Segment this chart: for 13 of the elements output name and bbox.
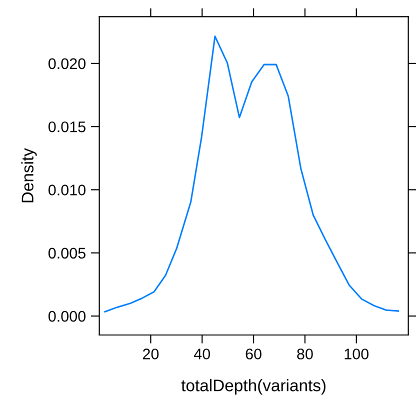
x-tick-label: 80	[297, 348, 313, 360]
y-tick-label: 0.010	[48, 184, 86, 196]
line-series	[104, 36, 400, 313]
y-tick-label: 0.000	[48, 310, 86, 322]
x-tick-label: 20	[142, 348, 159, 360]
y-tick-label: 0.020	[48, 58, 86, 70]
x-tick-label: 60	[246, 348, 262, 360]
x-tick-label: 100	[344, 348, 369, 360]
x-tick-label: 40	[194, 348, 210, 360]
y-tick-label: 0.015	[48, 121, 86, 132]
x-axis-title: totalDepth(variants)	[181, 379, 326, 395]
y-axis-title: Density	[21, 148, 37, 202]
y-tick-label: 0.005	[48, 248, 86, 259]
